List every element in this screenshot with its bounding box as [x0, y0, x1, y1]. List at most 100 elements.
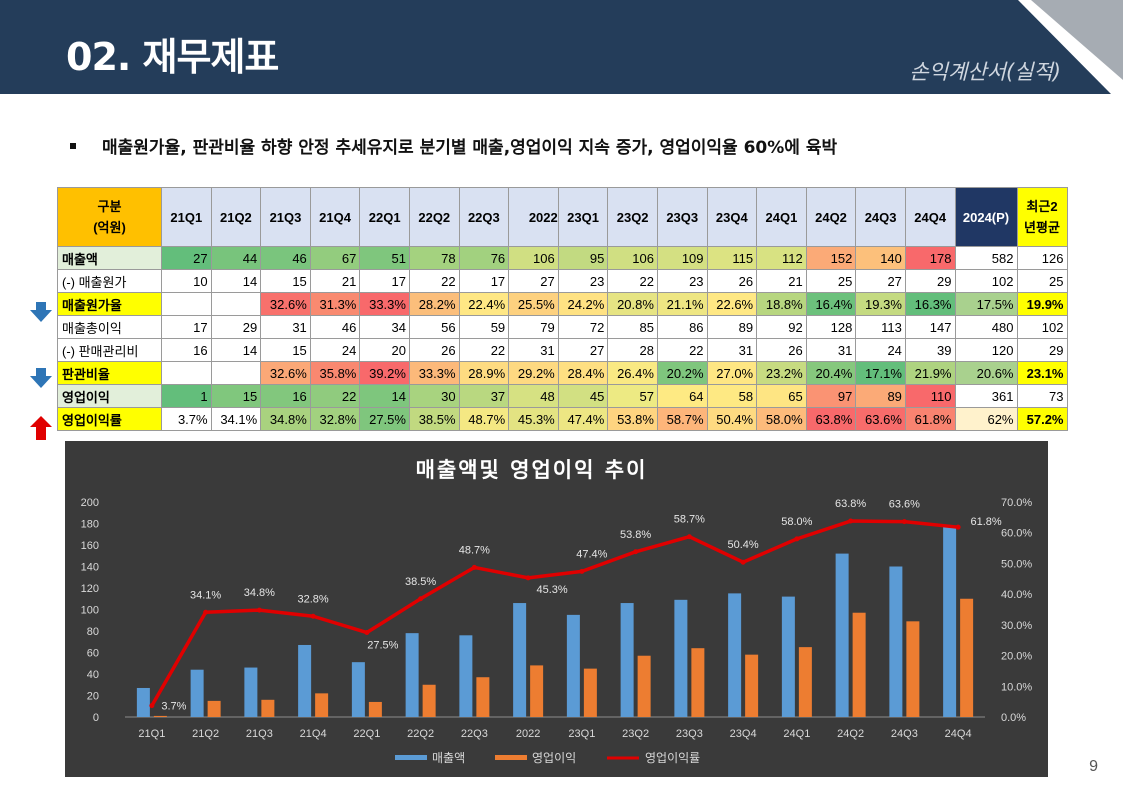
table-cell: [210, 292, 262, 316]
table-cell: 20.8%: [607, 292, 658, 316]
row-label: 영업이익: [57, 384, 162, 408]
table-cell: 21.1%: [656, 292, 708, 316]
y-right-tick-label: 20.0%: [1001, 651, 1032, 663]
point-operating-margin: [686, 534, 692, 540]
table-cell: 26: [756, 338, 807, 362]
bullet-dot: [70, 143, 76, 149]
table-cell: 63.6%: [855, 407, 906, 431]
table-cell: 45.3%: [508, 407, 559, 431]
table-cell: [161, 361, 212, 385]
x-tick-label: 2022: [516, 728, 540, 740]
bar-revenue: [889, 566, 903, 717]
y-left-tick-label: 140: [81, 562, 99, 574]
bar-revenue: [459, 635, 473, 717]
table-cell: 15: [260, 338, 311, 362]
table-cell: 22.4%: [458, 292, 510, 316]
table-cell: 34.8%: [260, 407, 311, 431]
table-cell: 46: [309, 315, 361, 339]
x-tick-label: 24Q1: [783, 728, 810, 740]
table-cell: 17: [161, 315, 212, 339]
table-cell: 25.5%: [508, 292, 559, 316]
bar-operating-profit: [637, 655, 651, 717]
x-tick-label: 21Q1: [138, 728, 165, 740]
x-tick-label: 22Q3: [461, 728, 488, 740]
bar-operating-profit: [422, 684, 436, 717]
bar-operating-profit: [960, 598, 974, 717]
header-period: 21Q1: [161, 187, 212, 247]
legend-swatch-revenue: [395, 755, 427, 760]
table-cell: 16.3%: [904, 292, 956, 316]
page-number: 9: [1089, 758, 1098, 775]
table-cell: 48.7%: [458, 407, 510, 431]
table-cell: 39: [904, 338, 956, 362]
table-cell: 31.3%: [309, 292, 361, 316]
data-label-margin: 48.7%: [459, 544, 490, 556]
table-cell: 23: [656, 269, 708, 293]
table-cell: 28.2%: [408, 292, 460, 316]
table-cell: 34.1%: [210, 407, 262, 431]
y-right-tick-label: 40.0%: [1001, 589, 1032, 601]
bar-operating-profit: [261, 699, 275, 717]
bar-revenue: [566, 614, 580, 717]
table-cell: 128: [805, 315, 857, 339]
table-cell: 86: [656, 315, 708, 339]
table-cell: 21: [756, 269, 807, 293]
y-left-tick-label: 20: [87, 691, 99, 703]
table-cell: 22: [656, 338, 708, 362]
header-period: 21Q4: [309, 187, 361, 247]
table-cell: 92: [756, 315, 807, 339]
table-cell: 31: [805, 338, 857, 362]
table-cell: 25: [805, 269, 857, 293]
table-cell: 57: [607, 384, 658, 408]
header-category: 구분 (억원): [57, 187, 162, 247]
table-cell: 31: [260, 315, 311, 339]
table-cell: 67: [309, 246, 361, 270]
data-label-margin: 27.5%: [367, 640, 398, 652]
legend-swatch-operating-profit: [495, 755, 527, 760]
header-period: 22Q3: [458, 187, 510, 247]
table-cell: 14: [210, 269, 262, 293]
table-cell: 29: [210, 315, 262, 339]
table-cell: 28: [607, 338, 658, 362]
table-cell: 15: [210, 384, 262, 408]
page-title: 02. 재무제표: [66, 35, 279, 79]
table-cell: 50.4%: [706, 407, 758, 431]
table-cell: 22: [309, 384, 361, 408]
table-cell: 56: [408, 315, 460, 339]
bar-operating-profit: [530, 665, 544, 717]
point-operating-margin: [471, 564, 477, 570]
data-label-margin: 3.7%: [161, 701, 186, 713]
header-bar: 02. 재무제표 손익계산서(실적): [0, 0, 1123, 94]
table-cell: 29: [904, 269, 956, 293]
table-cell: 27.5%: [359, 407, 410, 431]
cell-2yr-average: 57.2%: [1016, 407, 1068, 431]
table-cell: 115: [706, 246, 758, 270]
table-cell: 26.4%: [607, 361, 658, 385]
table-cell: 32.6%: [260, 292, 311, 316]
cell-2024: 582: [954, 246, 1018, 270]
table-cell: 34: [359, 315, 410, 339]
table-cell: 23: [557, 269, 609, 293]
table-cell: 37: [458, 384, 510, 408]
data-label-margin: 53.8%: [620, 529, 651, 541]
table-cell: 79: [508, 315, 559, 339]
cell-2yr-average: 29: [1016, 338, 1068, 362]
table-cell: 22: [408, 269, 460, 293]
point-operating-margin: [955, 524, 961, 530]
table-cell: 20: [359, 338, 410, 362]
table-cell: 16.4%: [805, 292, 857, 316]
x-tick-label: 23Q3: [676, 728, 703, 740]
bar-revenue: [405, 633, 419, 717]
table-cell: 17: [359, 269, 410, 293]
cell-2024: 62%: [954, 407, 1018, 431]
bar-revenue: [781, 596, 795, 717]
data-label-margin: 38.5%: [405, 576, 436, 588]
corner-decoration: [1018, 0, 1123, 94]
x-tick-label: 21Q4: [300, 728, 327, 740]
cell-2yr-average: 23.1%: [1016, 361, 1068, 385]
legend-label-operating-profit: 영업이익: [532, 751, 576, 765]
line-operating-margin: [150, 519, 959, 707]
table-cell: 45: [557, 384, 609, 408]
table-cell: 65: [756, 384, 807, 408]
point-operating-margin: [901, 519, 907, 525]
